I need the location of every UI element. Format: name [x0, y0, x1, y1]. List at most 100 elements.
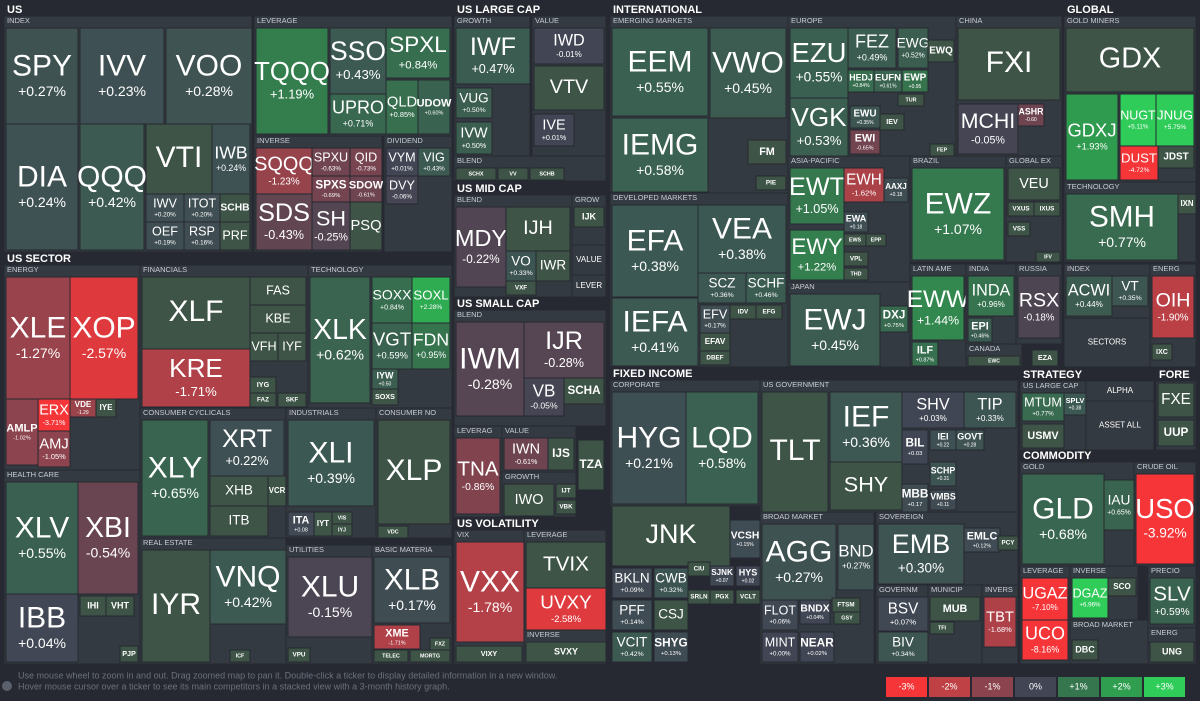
- ticker-tile[interactable]: [729, 519, 761, 559]
- ticker-tile[interactable]: [755, 304, 783, 320]
- ticker-tile[interactable]: [761, 599, 799, 631]
- ticker-tile[interactable]: [349, 201, 383, 251]
- ticker-tile[interactable]: [371, 322, 413, 370]
- ticker-tile[interactable]: [417, 79, 451, 135]
- ticker-tile[interactable]: [1103, 479, 1135, 531]
- ticker-tile[interactable]: [901, 483, 929, 513]
- ticker-tile[interactable]: [141, 348, 251, 408]
- ticker-tile[interactable]: [611, 117, 709, 193]
- ticker-tile[interactable]: [373, 556, 451, 624]
- ticker-tile[interactable]: [411, 276, 451, 324]
- ticker-tile[interactable]: [455, 645, 523, 663]
- ticker-tile[interactable]: [105, 595, 135, 617]
- ticker-tile[interactable]: [1135, 473, 1195, 565]
- ticker-tile[interactable]: [1021, 577, 1069, 621]
- ticker-tile[interactable]: [1065, 27, 1195, 93]
- ticker-tile[interactable]: [309, 276, 371, 404]
- ticker-tile[interactable]: [141, 276, 251, 350]
- ticker-tile[interactable]: [1157, 382, 1195, 418]
- ticker-tile[interactable]: [879, 113, 905, 131]
- ticker-tile[interactable]: [5, 276, 71, 400]
- ticker-tile[interactable]: [843, 267, 869, 281]
- ticker-tile[interactable]: [955, 429, 985, 451]
- ticker-tile[interactable]: [1157, 145, 1195, 169]
- ticker-tile[interactable]: [611, 599, 653, 631]
- ticker-tile[interactable]: [1035, 251, 1061, 263]
- ticker-tile[interactable]: [5, 27, 79, 125]
- ticker-tile[interactable]: [927, 39, 955, 63]
- ticker-tile[interactable]: [911, 275, 965, 341]
- ticker-tile[interactable]: [901, 69, 929, 93]
- ticker-tile[interactable]: [877, 596, 929, 632]
- ticker-tile[interactable]: [611, 297, 699, 367]
- ticker-tile[interactable]: [709, 589, 735, 605]
- ticker-tile[interactable]: [5, 593, 79, 663]
- ticker-tile[interactable]: [967, 317, 993, 343]
- ticker-tile[interactable]: [967, 275, 1015, 317]
- ticker-tile[interactable]: [411, 322, 451, 370]
- ticker-tile[interactable]: [1151, 343, 1173, 361]
- ticker-tile[interactable]: [883, 177, 909, 203]
- ticker-tile[interactable]: [761, 523, 837, 601]
- ticker-tile[interactable]: [209, 475, 269, 507]
- ticker-tile[interactable]: [697, 204, 787, 274]
- ticker-tile[interactable]: [311, 201, 351, 251]
- ticker-tile[interactable]: [311, 147, 351, 177]
- ticker-tile[interactable]: [1017, 275, 1061, 339]
- ticker-tile[interactable]: [455, 167, 497, 181]
- ticker-tile[interactable]: [611, 27, 709, 117]
- ticker-tile[interactable]: [209, 505, 269, 537]
- ticker-tile[interactable]: [1021, 392, 1065, 422]
- ticker-tile[interactable]: [255, 193, 313, 251]
- ticker-tile[interactable]: [287, 556, 373, 638]
- ticker-tile[interactable]: [533, 27, 605, 65]
- ticker-tile[interactable]: [611, 567, 653, 599]
- ticker-tile[interactable]: [843, 211, 869, 233]
- ticker-tile[interactable]: [653, 599, 689, 631]
- ticker-tile[interactable]: [209, 549, 287, 625]
- ticker-tile[interactable]: [183, 193, 221, 223]
- ticker-tile[interactable]: [547, 437, 575, 471]
- ticker-tile[interactable]: [1021, 619, 1069, 661]
- ticker-tile[interactable]: [329, 27, 387, 95]
- ticker-tile[interactable]: [249, 276, 307, 306]
- ticker-tile[interactable]: [1149, 577, 1195, 625]
- ticker-tile[interactable]: [119, 645, 139, 663]
- ticker-tile[interactable]: [277, 332, 307, 362]
- ticker-tile[interactable]: [145, 123, 213, 195]
- ticker-tile[interactable]: [957, 103, 1019, 155]
- ticker-tile[interactable]: [211, 123, 251, 195]
- ticker-tile[interactable]: [849, 129, 881, 155]
- ticker-tile[interactable]: [349, 175, 383, 203]
- ticker-tile[interactable]: [249, 392, 277, 408]
- ticker-tile[interactable]: [533, 65, 605, 111]
- ticker-tile[interactable]: [1031, 349, 1059, 367]
- ticker-tile[interactable]: [611, 631, 653, 663]
- ticker-tile[interactable]: [141, 549, 211, 663]
- ticker-tile[interactable]: [1157, 419, 1195, 447]
- ticker-tile[interactable]: [1065, 93, 1119, 181]
- ticker-tile[interactable]: [525, 587, 607, 631]
- ticker-tile[interactable]: [249, 304, 307, 334]
- ticker-tile[interactable]: [455, 27, 531, 85]
- ticker-tile[interactable]: [1007, 167, 1061, 201]
- ticker-tile[interactable]: [349, 147, 383, 177]
- ticker-tile[interactable]: [761, 391, 829, 513]
- ticker-tile[interactable]: [95, 398, 117, 418]
- ticker-tile[interactable]: [789, 229, 845, 281]
- ticker-tile[interactable]: [525, 541, 607, 589]
- ticker-tile[interactable]: [371, 388, 399, 406]
- ticker-tile[interactable]: [455, 541, 525, 643]
- ticker-tile[interactable]: [1151, 275, 1195, 339]
- ticker-tile[interactable]: [5, 123, 79, 251]
- ticker-tile[interactable]: [505, 280, 537, 296]
- ticker-tile[interactable]: [789, 293, 881, 367]
- ticker-tile[interactable]: [799, 631, 835, 663]
- ticker-tile[interactable]: [1177, 193, 1197, 215]
- ticker-tile[interactable]: [1119, 145, 1159, 181]
- ticker-tile[interactable]: [901, 429, 929, 465]
- ticker-tile[interactable]: [141, 419, 209, 537]
- ticker-tile[interactable]: [901, 391, 965, 429]
- ticker-tile[interactable]: [209, 419, 285, 477]
- ticker-tile[interactable]: [829, 461, 903, 511]
